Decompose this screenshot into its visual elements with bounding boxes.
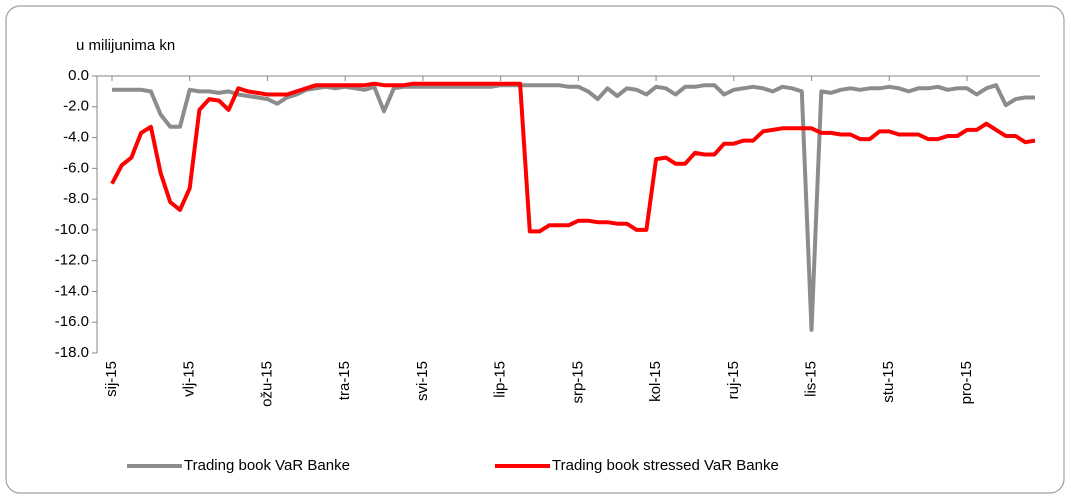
x-tick-label: tra-15 — [336, 361, 353, 400]
series-line — [110, 81, 1036, 234]
y-tick-label: -12.0 — [55, 252, 89, 269]
x-tick-label: pro-15 — [958, 361, 975, 404]
y-tick-label: -2.0 — [63, 98, 89, 115]
chart-frame — [5, 5, 1065, 494]
x-tick-label: stu-15 — [880, 361, 897, 403]
y-tick-label: -6.0 — [63, 159, 89, 176]
x-tick-label: lis-15 — [803, 361, 820, 397]
y-tick-label: -18.0 — [55, 344, 89, 361]
y-tick-label: -4.0 — [63, 129, 89, 146]
x-tick-label: kol-15 — [647, 361, 664, 402]
x-tick-label: ožu-15 — [258, 361, 275, 407]
legend-label: Trading book stressed VaR Banke — [552, 457, 779, 474]
x-tick-label: ruj-15 — [725, 361, 742, 399]
x-tick-label: srp-15 — [569, 361, 586, 404]
y-tick-label: -14.0 — [55, 282, 89, 299]
y-tick-label: -8.0 — [63, 190, 89, 207]
y-tick-label: 0.0 — [68, 67, 89, 84]
x-tick-label: vlj-15 — [181, 361, 198, 397]
series-line — [112, 83, 1035, 332]
x-tick-label: svi-15 — [414, 361, 431, 401]
x-tick-label: lip-15 — [492, 361, 509, 398]
x-tick-label: sij-15 — [103, 361, 120, 397]
legend-label: Trading book VaR Banke — [184, 457, 350, 474]
y-tick-label: -10.0 — [55, 221, 89, 238]
axis-title: u milijunima kn — [76, 37, 175, 54]
y-tick-label: -16.0 — [55, 313, 89, 330]
